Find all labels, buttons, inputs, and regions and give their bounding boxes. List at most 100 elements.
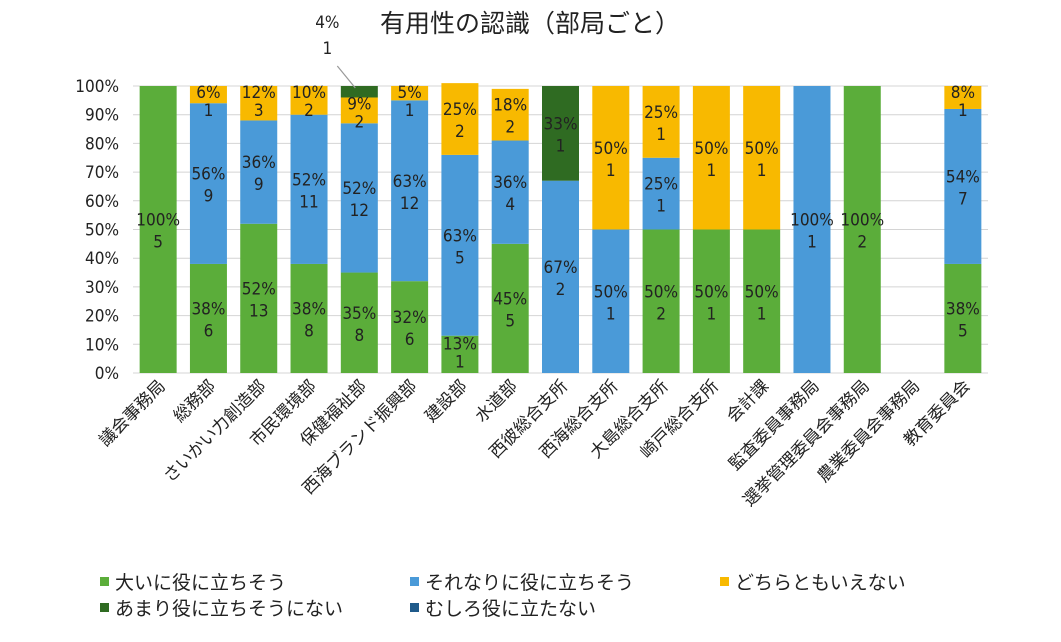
y-tick-label: 50% [85, 221, 119, 241]
legend-swatch [410, 577, 419, 586]
data-label-percent: 100% [136, 211, 180, 231]
data-label-percent: 50% [644, 282, 678, 302]
data-label-percent: 54% [946, 167, 980, 187]
bar-segment [340, 272, 378, 373]
bars [139, 83, 982, 373]
data-label-percent: 52% [292, 170, 326, 190]
data-label-count: 2 [505, 118, 515, 138]
y-tick-label: 30% [85, 278, 119, 298]
legend-item: それなりに役に立ちそう [410, 568, 634, 595]
bar-segment [793, 86, 831, 373]
data-label-percent: 18% [493, 96, 527, 116]
data-label-percent: 25% [644, 175, 678, 195]
data-label-percent: 45% [493, 289, 527, 309]
x-category-label: 議会事務局 [95, 376, 169, 450]
bar-segment [592, 229, 630, 373]
data-label-percent: 9% [347, 94, 371, 114]
data-label-percent: 56% [191, 165, 225, 185]
bar-segment [189, 103, 227, 264]
data-label-percent: 13% [443, 335, 477, 355]
bar-segment [189, 86, 227, 104]
data-label-count: 13 [249, 301, 268, 321]
data-label-count: 1 [656, 125, 666, 145]
data-label-count: 1 [807, 233, 817, 253]
data-label-count: 5 [455, 248, 465, 268]
legend-item: 大いに役に立ちそう [100, 568, 286, 595]
callout: 4%1 [315, 13, 356, 89]
data-label-count: 1 [656, 197, 666, 217]
data-label-count: 8 [304, 321, 314, 341]
legend-swatch [410, 603, 419, 612]
data-label-percent: 25% [644, 103, 678, 123]
data-label-count: 3 [254, 101, 264, 121]
bar-segment [290, 263, 328, 373]
legend-label: どちらともいえない [735, 572, 906, 594]
data-label-percent: 25% [443, 100, 477, 120]
bar-segment [542, 180, 579, 373]
legend-item: あまり役に立ちそうにない [100, 594, 343, 621]
data-label-percent: 33% [544, 114, 578, 134]
data-label-count: 12 [350, 201, 369, 221]
legend-swatch [720, 577, 729, 586]
data-labels: 100%538%656%96%152%1336%912%338%852%1110… [136, 83, 980, 373]
bar-segment [391, 100, 429, 282]
data-label-count: 2 [304, 101, 314, 121]
bar-segment [592, 86, 630, 230]
data-label-percent: 50% [594, 139, 628, 159]
legend-swatch [100, 577, 109, 586]
y-tick-label: 40% [85, 249, 119, 269]
bar-segment [340, 123, 378, 273]
y-tick-label: 10% [85, 335, 119, 355]
data-label-count: 1 [757, 161, 767, 181]
bar-segment [290, 114, 328, 264]
legend-item: むしろ役に立たない [410, 594, 596, 621]
data-label-count: 1 [556, 136, 566, 156]
bar-segment [944, 263, 982, 373]
bar-segment [491, 140, 529, 244]
data-label-percent: 50% [745, 282, 779, 302]
bar-segment [692, 229, 730, 373]
data-label-percent: 63% [393, 172, 427, 192]
data-label-count: 1 [757, 304, 767, 324]
bar-segment [139, 86, 177, 373]
data-label-count: 5 [958, 321, 968, 341]
bar-segment [843, 86, 881, 373]
x-category-label: 建設部 [421, 376, 471, 426]
data-label-count: 7 [958, 189, 968, 209]
callout-leader-line [336, 65, 356, 89]
data-label-count: 8 [354, 326, 364, 346]
data-label-percent: 5% [397, 83, 421, 103]
bar-segment [240, 86, 278, 121]
bar-segment [944, 108, 982, 264]
y-tick-label: 70% [85, 163, 119, 183]
bar-segment [743, 86, 781, 230]
data-label-percent: 52% [242, 279, 276, 299]
legend-item: どちらともいえない [720, 568, 906, 595]
data-label-percent: 67% [544, 258, 578, 278]
data-label-percent: 36% [493, 173, 527, 193]
bar-segment [240, 120, 278, 224]
y-tick-label: 80% [85, 134, 119, 154]
y-tick-label: 90% [85, 106, 119, 126]
data-label-percent: 36% [242, 153, 276, 173]
bar-segment [743, 229, 781, 373]
data-label-count: 6 [405, 330, 415, 350]
y-tick-label: 60% [85, 192, 119, 212]
data-label-count: 1 [455, 353, 465, 373]
bar-segment [340, 86, 378, 98]
y-tick-label: 100% [75, 77, 119, 97]
data-label-count: 9 [204, 187, 214, 207]
bar-segment [391, 281, 429, 373]
data-label-count: 2 [556, 280, 566, 300]
data-label-percent: 50% [694, 282, 728, 302]
legend-label: 大いに役に立ちそう [115, 572, 287, 594]
data-label-percent: 10% [292, 83, 326, 103]
chart-title: 有用性の認識（部局ごと） [380, 9, 680, 38]
x-category-label: 監査委員事務局 [725, 376, 823, 474]
y-tick-label: 20% [85, 307, 119, 327]
data-label-count: 12 [400, 194, 419, 214]
bar-segment [491, 243, 529, 373]
callout-count-label: 1 [322, 39, 332, 59]
data-label-count: 5 [505, 311, 515, 331]
